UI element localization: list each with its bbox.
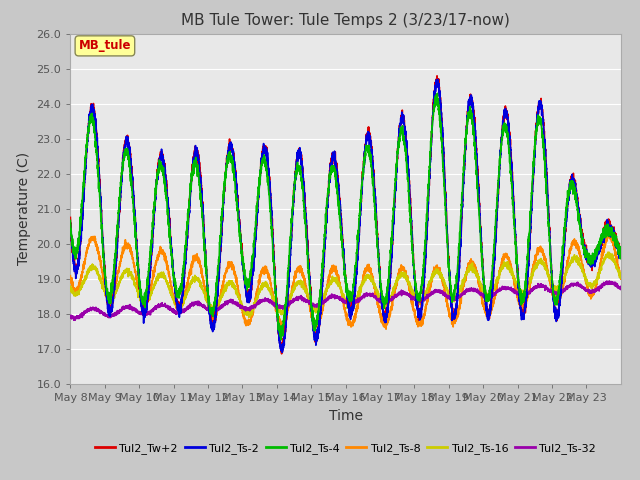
Tul2_Ts-8 xyxy=(382,326,390,332)
Tul2_Ts-16 xyxy=(617,275,625,280)
Tul2_Ts-4 xyxy=(497,145,504,151)
Line: Tul2_Tw+2: Tul2_Tw+2 xyxy=(70,76,621,354)
Line: Tul2_Ts-2: Tul2_Ts-2 xyxy=(70,79,621,352)
Tul2_Ts-32 xyxy=(605,278,613,284)
Tul2_Ts-4 xyxy=(277,337,285,343)
Tul2_Tw+2 xyxy=(433,73,441,79)
Tul2_Ts-32 xyxy=(617,285,625,291)
Tul2_Ts-16 xyxy=(604,249,612,255)
Tul2_Ts-8 xyxy=(180,294,188,300)
Tul2_Ts-4 xyxy=(433,91,441,96)
Tul2_Ts-16 xyxy=(245,314,253,320)
Tul2_Tw+2 xyxy=(497,144,504,150)
Tul2_Ts-2 xyxy=(67,220,74,226)
Line: Tul2_Ts-16: Tul2_Ts-16 xyxy=(70,252,621,317)
Tul2_Ts-16 xyxy=(396,272,403,278)
Tul2_Ts-16 xyxy=(67,285,74,291)
Tul2_Ts-2 xyxy=(434,76,442,82)
Tul2_Ts-2 xyxy=(617,254,625,260)
Tul2_Ts-32 xyxy=(538,282,546,288)
Tul2_Ts-2 xyxy=(396,128,403,133)
Tul2_Ts-32 xyxy=(67,313,74,319)
Tul2_Ts-8 xyxy=(605,230,612,236)
Tul2_Ts-32 xyxy=(524,290,531,296)
Tul2_Ts-2 xyxy=(524,273,532,278)
Tul2_Ts-8 xyxy=(396,268,403,274)
Tul2_Ts-32 xyxy=(366,293,374,299)
Tul2_Ts-16 xyxy=(497,268,504,274)
Tul2_Ts-8 xyxy=(497,264,504,270)
Line: Tul2_Ts-4: Tul2_Ts-4 xyxy=(70,94,621,340)
Tul2_Ts-8 xyxy=(617,276,625,282)
Tul2_Ts-32 xyxy=(180,307,188,312)
Tul2_Ts-16 xyxy=(180,295,188,301)
Tul2_Ts-8 xyxy=(67,273,74,278)
Y-axis label: Temperature (C): Temperature (C) xyxy=(17,152,31,265)
Tul2_Tw+2 xyxy=(366,137,374,143)
Tul2_Ts-4 xyxy=(617,249,625,254)
Tul2_Ts-32 xyxy=(497,286,504,292)
Tul2_Ts-4 xyxy=(180,255,188,261)
Tul2_Ts-2 xyxy=(538,109,546,115)
Tul2_Ts-4 xyxy=(396,135,403,141)
Tul2_Tw+2 xyxy=(278,351,285,357)
Tul2_Ts-32 xyxy=(70,317,78,323)
Tul2_Ts-4 xyxy=(366,152,374,158)
Tul2_Tw+2 xyxy=(67,215,74,220)
Text: MB_tule: MB_tule xyxy=(79,39,131,52)
Legend: Tul2_Tw+2, Tul2_Ts-2, Tul2_Ts-4, Tul2_Ts-8, Tul2_Ts-16, Tul2_Ts-32: Tul2_Tw+2, Tul2_Ts-2, Tul2_Ts-4, Tul2_Ts… xyxy=(91,439,600,458)
Tul2_Tw+2 xyxy=(180,271,188,276)
X-axis label: Time: Time xyxy=(328,408,363,422)
Line: Tul2_Ts-32: Tul2_Ts-32 xyxy=(70,281,621,320)
Tul2_Ts-8 xyxy=(524,292,531,298)
Tul2_Tw+2 xyxy=(396,124,403,130)
Tul2_Ts-16 xyxy=(538,262,546,267)
Tul2_Tw+2 xyxy=(524,271,532,277)
Title: MB Tule Tower: Tule Temps 2 (3/23/17-now): MB Tule Tower: Tule Temps 2 (3/23/17-now… xyxy=(181,13,510,28)
Tul2_Ts-2 xyxy=(497,146,504,152)
Tul2_Tw+2 xyxy=(538,109,546,115)
Tul2_Ts-4 xyxy=(524,252,532,258)
Tul2_Ts-4 xyxy=(67,217,74,223)
Tul2_Ts-4 xyxy=(538,133,546,139)
Tul2_Ts-2 xyxy=(366,135,374,141)
Tul2_Ts-16 xyxy=(366,275,374,280)
Tul2_Ts-16 xyxy=(524,284,531,290)
Tul2_Ts-32 xyxy=(396,289,403,295)
Tul2_Ts-2 xyxy=(180,270,188,276)
Tul2_Ts-8 xyxy=(366,265,374,271)
Tul2_Ts-8 xyxy=(538,245,546,251)
Tul2_Ts-2 xyxy=(278,349,286,355)
Line: Tul2_Ts-8: Tul2_Ts-8 xyxy=(70,233,621,329)
Tul2_Tw+2 xyxy=(617,248,625,254)
